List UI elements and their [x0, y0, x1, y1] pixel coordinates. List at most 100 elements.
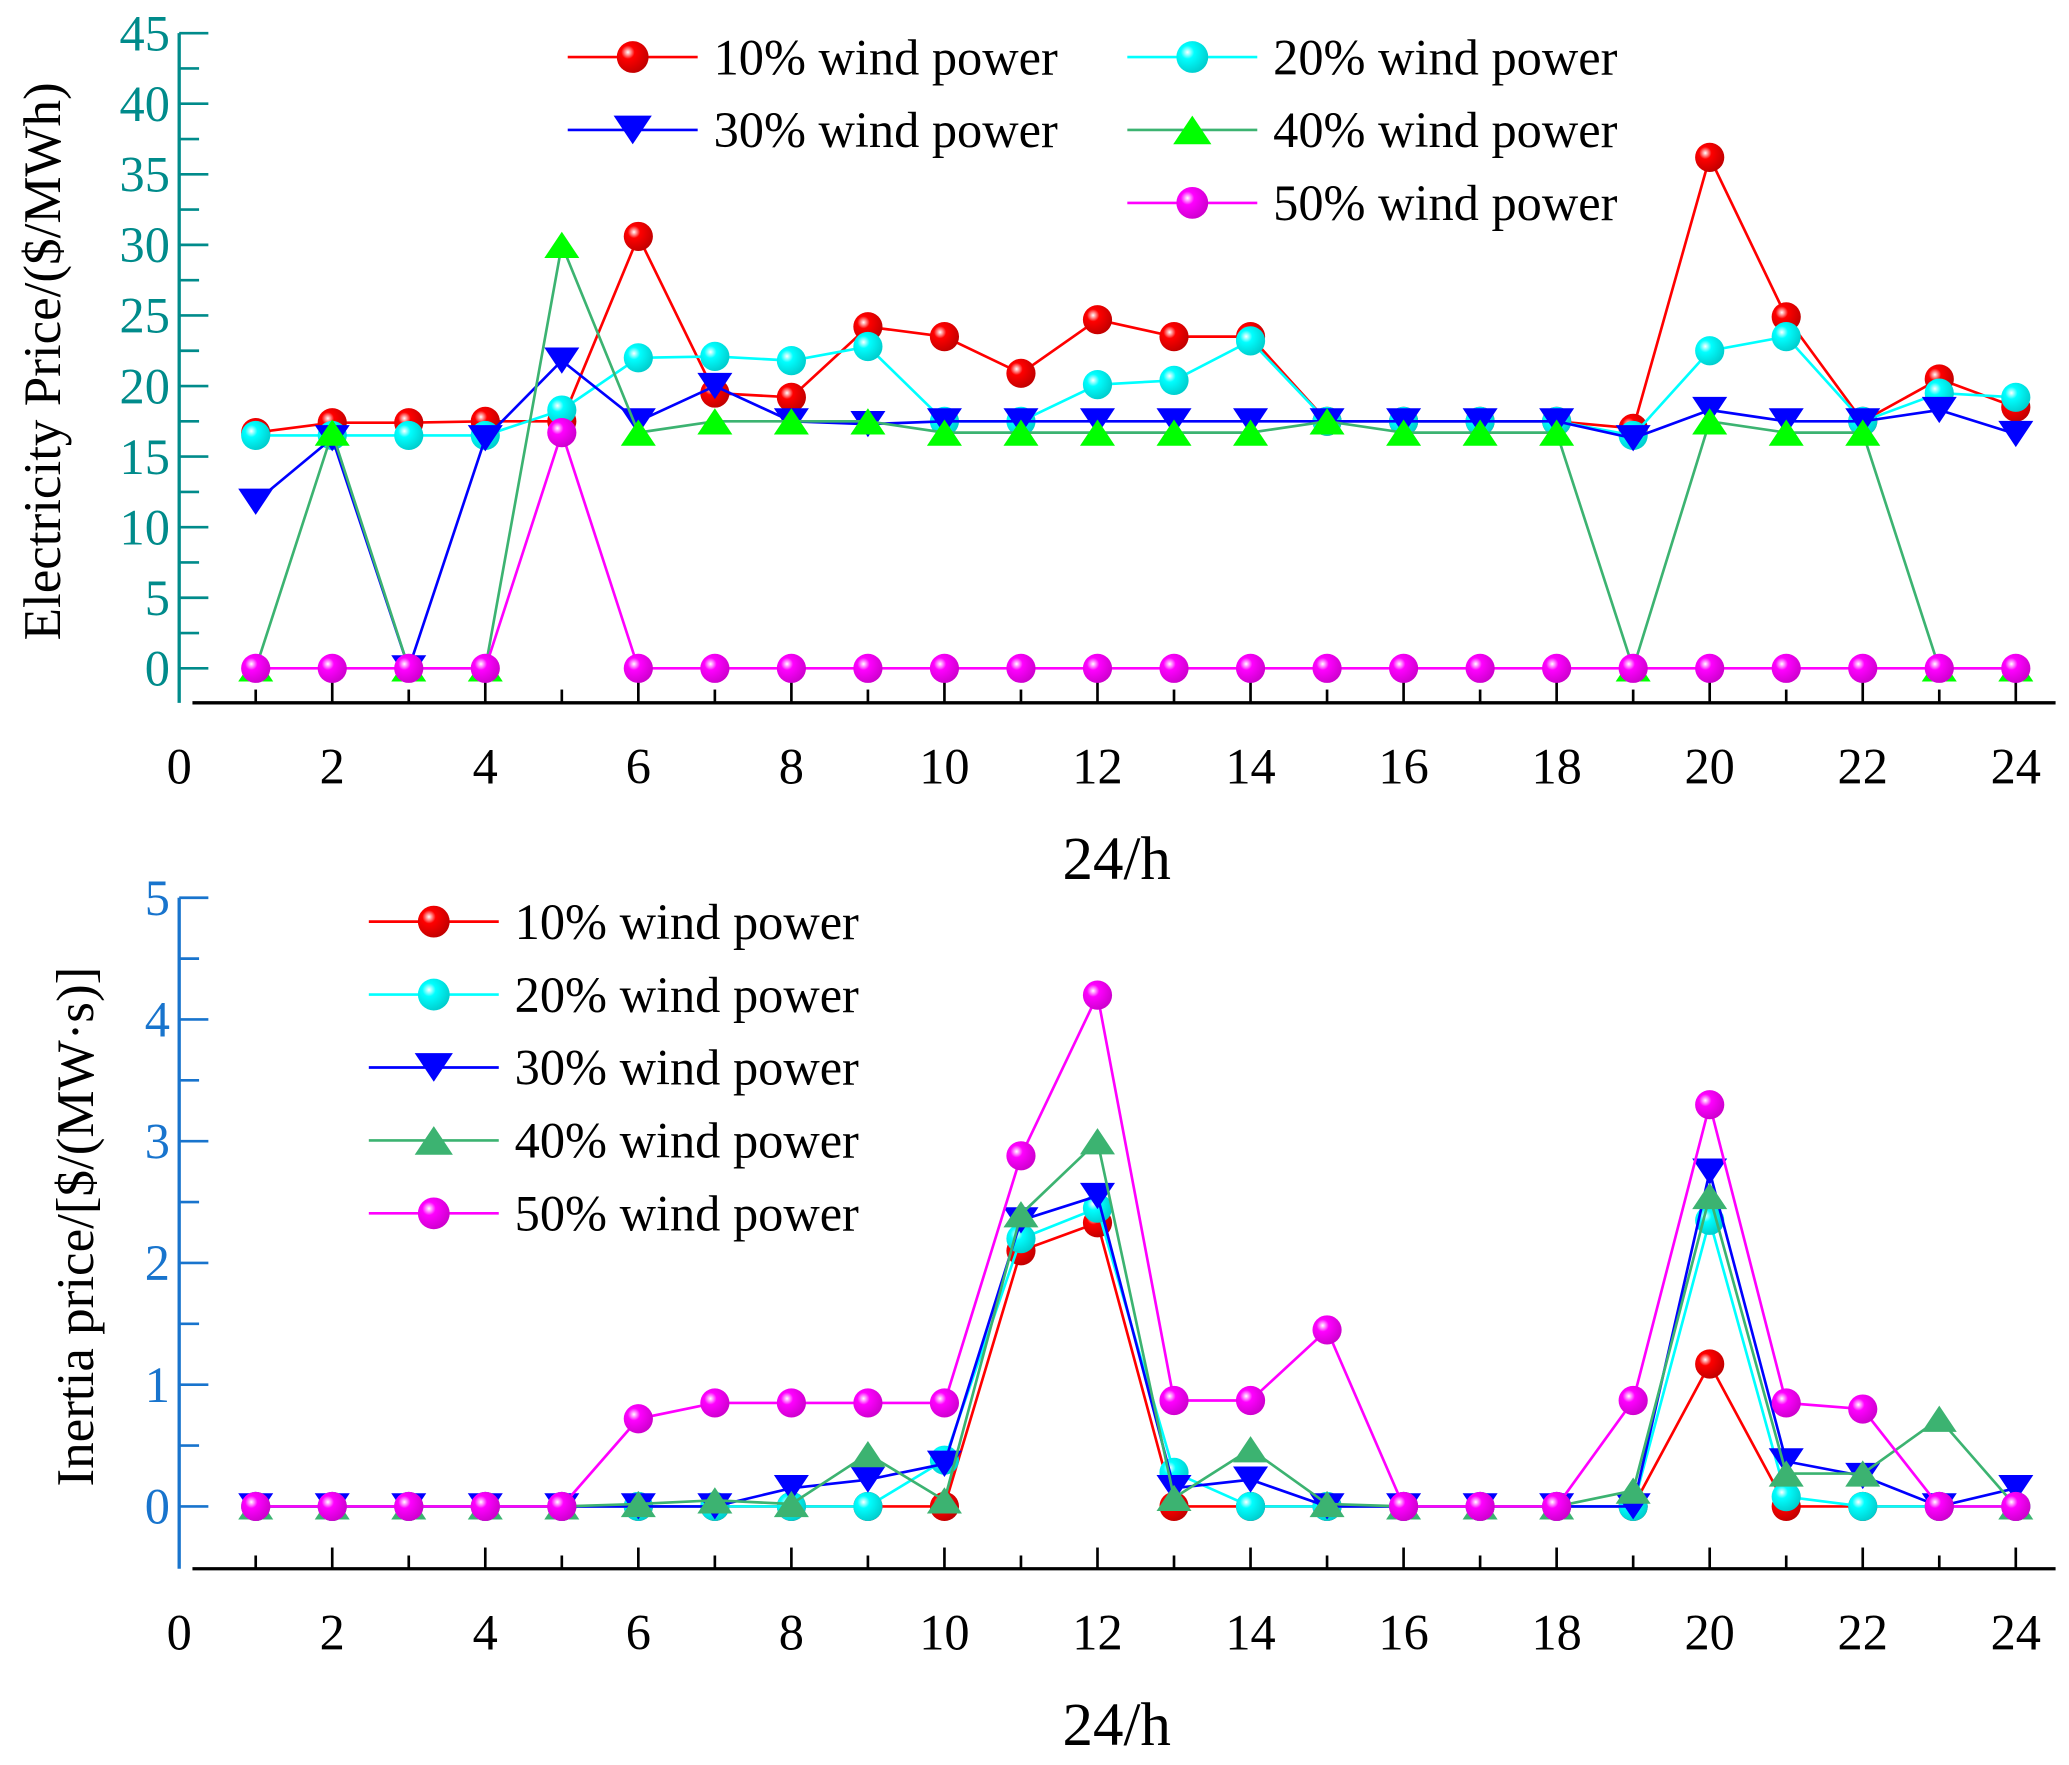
series-line [254, 240, 2016, 673]
data-point [1848, 1394, 1878, 1424]
y-tick-label: 3 [145, 1113, 170, 1169]
y-tick-label: 30 [120, 217, 170, 273]
data-point [1845, 1460, 1881, 1487]
data-point [1309, 408, 1345, 435]
data-point [1312, 653, 1342, 683]
data-point [470, 653, 500, 683]
series-40pct [238, 231, 2034, 682]
y-tick-label: 4 [145, 992, 170, 1048]
x-tick-label: 0 [167, 1605, 192, 1661]
x-tick-label: 18 [1531, 1605, 1581, 1661]
x-tick-label: 18 [1531, 739, 1581, 795]
y-tick-label: 0 [145, 641, 170, 697]
data-point [853, 1388, 883, 1418]
y-tick-label: 15 [120, 429, 170, 485]
data-point [417, 905, 450, 938]
legend-item: 20% wind power [368, 967, 859, 1023]
y-tick-label: 35 [120, 147, 170, 203]
data-point [926, 1487, 962, 1514]
data-point [544, 347, 580, 374]
data-point [776, 382, 806, 412]
data-point [417, 1197, 450, 1230]
x-tick-label: 8 [779, 1605, 804, 1661]
data-point [394, 653, 424, 683]
data-point [1156, 1484, 1192, 1512]
x-tick-label: 24 [1991, 739, 2041, 795]
data-point [853, 653, 883, 683]
data-point [1386, 419, 1422, 446]
data-point [470, 1491, 500, 1522]
data-point [238, 488, 274, 515]
data-point [623, 221, 653, 251]
y-axis-title: Electricity Price/($/MWh) [14, 82, 72, 640]
data-point [853, 331, 883, 362]
y-tick-label: 40 [120, 76, 170, 132]
legend: 10% wind power 20% wind power 30% wind pow… [567, 29, 1618, 231]
data-point [697, 1487, 733, 1514]
data-point [417, 978, 450, 1011]
series-line [255, 428, 2016, 670]
data-point [1768, 1460, 1804, 1487]
legend-label: 30% wind power [714, 102, 1058, 158]
data-point [700, 653, 730, 683]
legend-item: 40% wind power [1127, 102, 1618, 158]
legend-item: 20% wind power [1127, 29, 1618, 85]
data-point [1998, 420, 2034, 448]
data-point [241, 420, 271, 451]
data-point [1921, 396, 1957, 424]
data-point [1692, 408, 1728, 435]
y-tick-label: 2 [145, 1235, 170, 1291]
data-point [544, 231, 580, 259]
data-point [1082, 980, 1113, 1010]
data-point [1998, 1475, 2034, 1502]
data-point [414, 1053, 453, 1082]
data-point [1771, 1482, 1801, 1512]
data-point [1618, 653, 1648, 683]
data-point [613, 115, 652, 145]
data-point [1465, 653, 1495, 683]
x-tick-label: 14 [1225, 1605, 1275, 1661]
x-axis-title: 24/h [1063, 826, 1171, 893]
x-tick-label: 22 [1838, 1605, 1888, 1661]
data-point [547, 1491, 577, 1522]
x-tick-label: 6 [626, 739, 651, 795]
data-point [547, 395, 577, 425]
data-point [317, 1491, 347, 1522]
y-tick-label: 45 [120, 5, 170, 61]
data-point [700, 1388, 730, 1418]
data-point [1845, 419, 1881, 446]
y-tick-label: 5 [145, 870, 170, 926]
y-tick-label: 20 [120, 358, 170, 414]
legend-label: 20% wind power [1273, 29, 1617, 85]
x-tick-label: 2 [320, 1605, 345, 1661]
data-point [1233, 1466, 1269, 1493]
x-tick-label: 6 [626, 1605, 651, 1661]
data-point [776, 1388, 806, 1418]
data-point [2001, 653, 2031, 683]
legend-item: 30% wind power [368, 1040, 859, 1096]
legend-item: 50% wind power [1127, 175, 1618, 231]
data-point [1079, 1128, 1115, 1155]
series-30pct [238, 347, 2034, 682]
data-point [773, 408, 809, 435]
data-point [1309, 1490, 1345, 1518]
data-point [623, 653, 653, 683]
data-point [1233, 1436, 1269, 1463]
x-tick-label: 16 [1378, 1605, 1428, 1661]
y-tick-label: 1 [145, 1357, 170, 1413]
data-point [1848, 653, 1878, 683]
data-point [1159, 322, 1189, 352]
x-tick-label: 14 [1225, 739, 1275, 795]
data-point [241, 1491, 271, 1522]
data-point [1159, 653, 1189, 683]
data-point [2001, 1491, 2031, 1522]
data-point [623, 343, 653, 373]
x-tick-label: 20 [1685, 1605, 1735, 1661]
data-point [1176, 186, 1209, 219]
data-point [1159, 1385, 1189, 1416]
x-tick-label: 4 [473, 1605, 498, 1661]
x-tick-label: 16 [1378, 739, 1428, 795]
data-point [1389, 653, 1419, 683]
x-tick-label: 4 [473, 739, 498, 795]
